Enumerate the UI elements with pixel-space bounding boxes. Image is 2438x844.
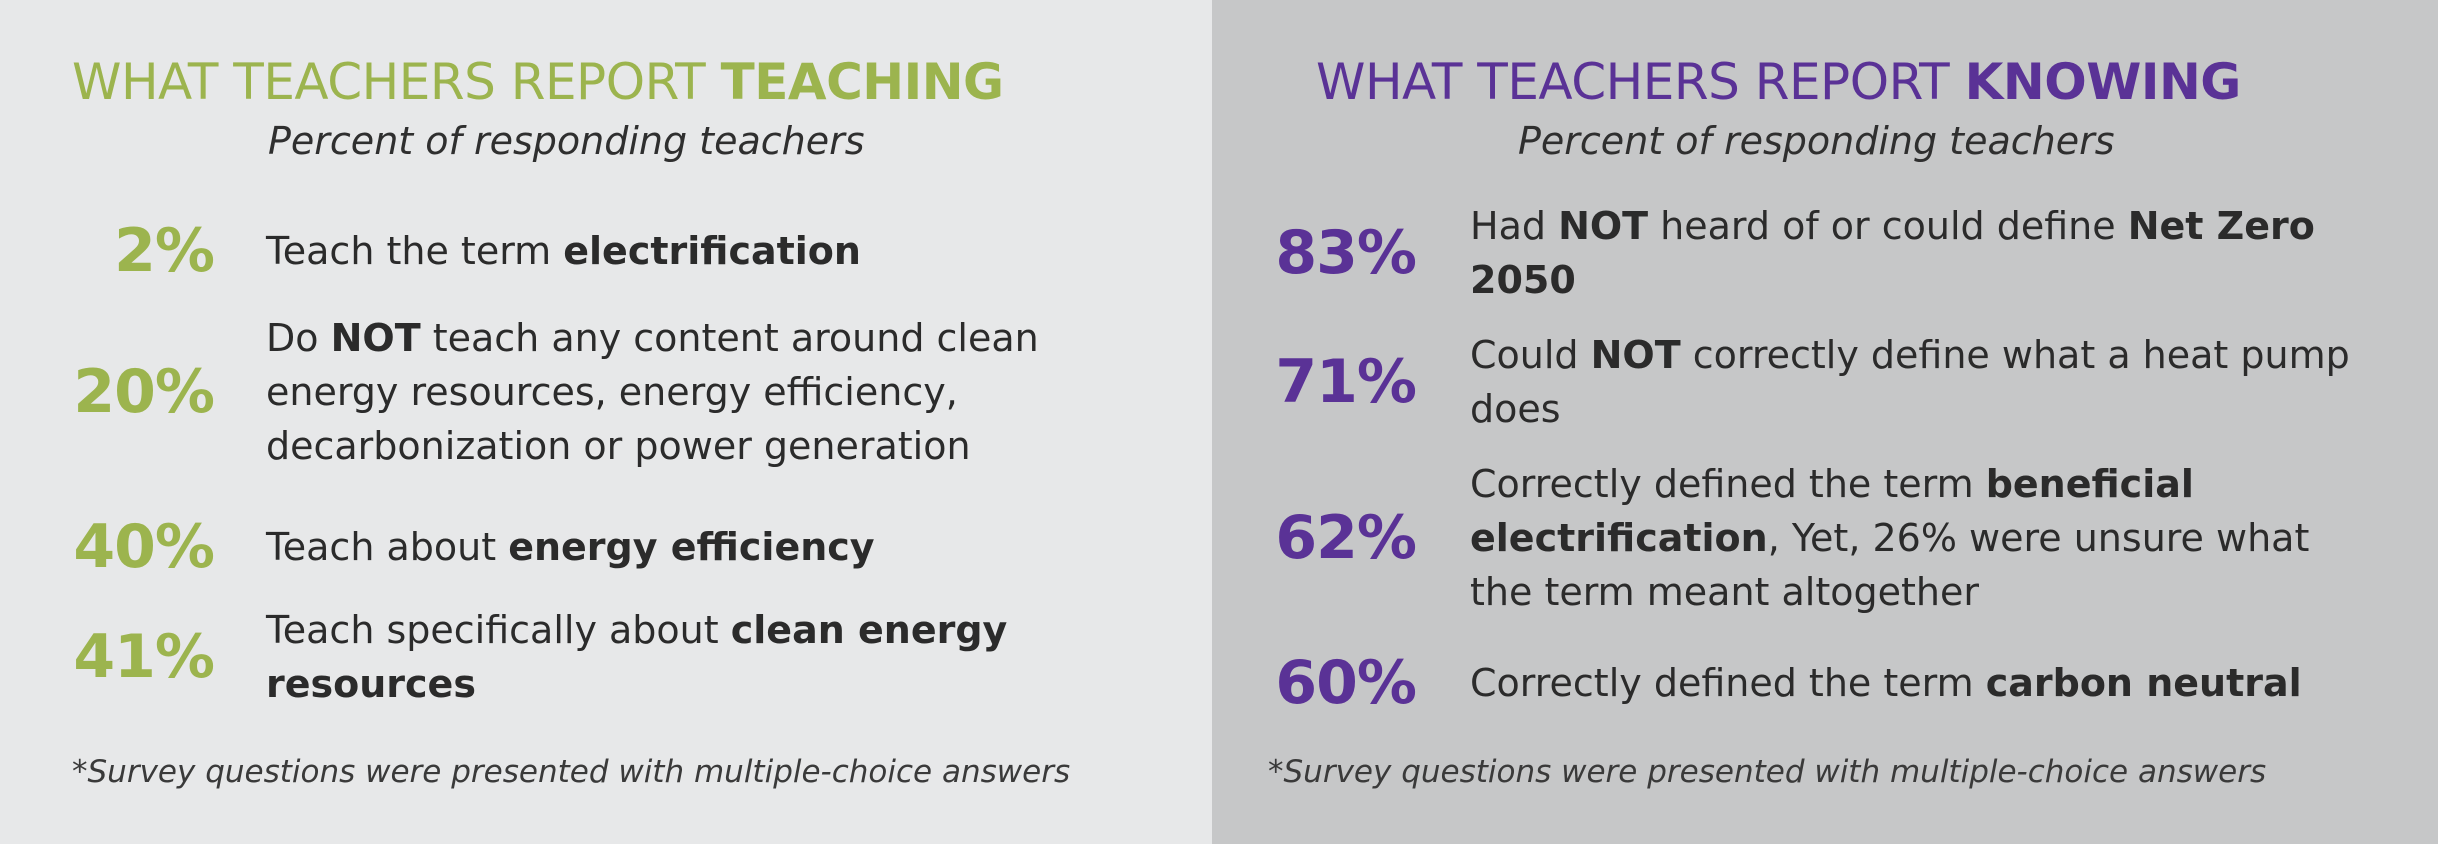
row-description: Could NOT correctly define what a heat p…	[1470, 333, 2350, 431]
percent-value: 20%	[73, 357, 215, 427]
knowing-row: 71% Could NOT correctly define what a he…	[1212, 328, 2380, 436]
percent-value: 83%	[1275, 218, 1417, 288]
knowing-row: 83% Had NOT heard of or could define Net…	[1212, 199, 2380, 307]
knowing-title: WHAT TEACHERS REPORT KNOWING	[1316, 48, 2241, 116]
percent-value: 40%	[73, 512, 215, 582]
percent-value: 71%	[1275, 347, 1417, 417]
knowing-subtitle: Percent of responding teachers	[1518, 119, 2115, 163]
percent-value: 41%	[73, 622, 215, 692]
knowing-title-lead: WHAT TEACHERS REPORT	[1316, 53, 1965, 111]
knowing-footnote: *Survey questions were presented with mu…	[1268, 754, 2267, 790]
teaching-footnote: *Survey questions were presented with mu…	[72, 754, 1071, 790]
row-description: Teach specifically about clean energy re…	[266, 608, 1008, 706]
row-description: Do NOT teach any content around clean en…	[266, 316, 1039, 468]
teaching-panel: WHAT TEACHERS REPORT TEACHING Percent of…	[0, 0, 1212, 844]
teaching-row: 41% Teach specifically about clean energ…	[0, 603, 1146, 711]
percent-value: 2%	[114, 216, 215, 286]
row-description: Teach about energy efficiency	[266, 525, 875, 569]
teaching-title-emphasis: TEACHING	[720, 53, 1005, 111]
knowing-row: 62% Correctly defined the term beneficia…	[1212, 457, 2380, 619]
row-description: Correctly defined the term beneficial el…	[1470, 462, 2310, 614]
row-description: Teach the term electrification	[266, 229, 861, 273]
teaching-row: 40% Teach about energy efficiency	[0, 512, 1146, 582]
knowing-title-emphasis: KNOWING	[1964, 53, 2242, 111]
row-description: Had NOT heard of or could define Net Zer…	[1470, 204, 2315, 302]
teaching-row: 20% Do NOT teach any content around clea…	[0, 311, 1146, 473]
percent-value: 62%	[1275, 503, 1417, 573]
teaching-subtitle: Percent of responding teachers	[268, 119, 865, 163]
percent-value: 60%	[1275, 648, 1417, 718]
row-description: Correctly defined the term carbon neutra…	[1470, 661, 2302, 705]
knowing-panel: WHAT TEACHERS REPORT KNOWING Percent of …	[1212, 0, 2438, 844]
teaching-title: WHAT TEACHERS REPORT TEACHING	[72, 48, 1004, 116]
teaching-row: 2% Teach the term electrification	[0, 216, 1146, 286]
teaching-title-lead: WHAT TEACHERS REPORT	[72, 53, 721, 111]
knowing-row: 60% Correctly defined the term carbon ne…	[1212, 648, 2380, 718]
